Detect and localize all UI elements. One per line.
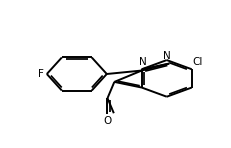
Text: O: O xyxy=(103,116,111,126)
Text: N: N xyxy=(163,51,170,61)
Text: F: F xyxy=(38,69,44,79)
Text: Cl: Cl xyxy=(192,57,202,67)
Text: N: N xyxy=(138,57,146,67)
